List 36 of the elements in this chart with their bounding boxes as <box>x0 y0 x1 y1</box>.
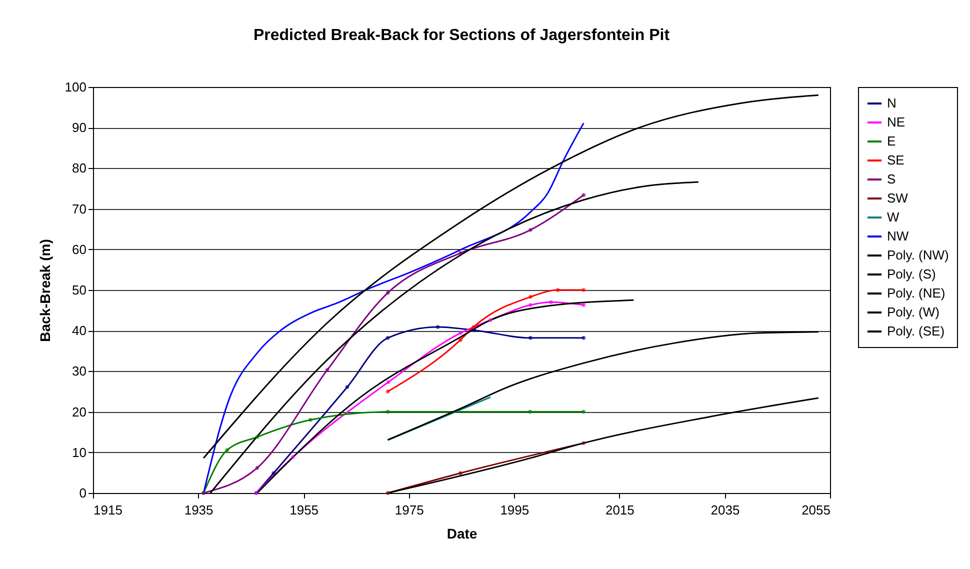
x-tick-label: 2035 <box>710 502 740 518</box>
legend-label: Poly. (NE) <box>887 286 946 300</box>
legend-label: NW <box>887 228 910 244</box>
x-tick-label: 1975 <box>394 502 424 518</box>
y-tick-label: 90 <box>72 120 86 136</box>
x-axis-title: Date <box>446 526 478 542</box>
legend-label: E <box>887 134 896 148</box>
y-tick-label: 0 <box>79 486 86 500</box>
y-tick-label: 30 <box>72 364 86 379</box>
chart-title: Predicted Break-Back for Sections of Jagersfontein Pit <box>253 27 670 44</box>
legend-label: Poly. (SE) <box>887 324 945 338</box>
x-tick-label: 1935 <box>184 502 214 518</box>
y-tick-label: 70 <box>72 201 86 216</box>
x-tick-label: 2015 <box>605 502 634 518</box>
legend-label: Poly. (W) <box>887 304 940 320</box>
legend-label: Poly. (NW) <box>887 248 949 262</box>
y-tick-label: 100 <box>64 80 86 94</box>
x-tick-label: 1955 <box>290 502 319 518</box>
legend-label: W <box>887 210 900 224</box>
legend-label: NE <box>887 114 906 130</box>
y-tick-label: 20 <box>72 404 86 420</box>
y-tick-label: 10 <box>72 444 86 460</box>
y-tick-label: 80 <box>72 160 86 176</box>
legend-label: N <box>887 96 896 110</box>
legend-label: SW <box>887 190 909 206</box>
x-tick-label: 2055 <box>802 502 830 518</box>
x-tick-label: 1995 <box>500 502 530 518</box>
y-tick-label: 40 <box>72 323 86 338</box>
y-tick-label: 50 <box>72 282 86 298</box>
legend-label: SE <box>887 152 905 168</box>
legend-label: Poly. (S) <box>887 266 936 282</box>
y-tick-label: 60 <box>72 242 86 257</box>
legend-label: S <box>887 172 896 186</box>
y-axis-title: Back-Break (m) <box>36 239 53 342</box>
line-series <box>202 122 584 494</box>
x-tick-label: 1915 <box>94 502 122 518</box>
